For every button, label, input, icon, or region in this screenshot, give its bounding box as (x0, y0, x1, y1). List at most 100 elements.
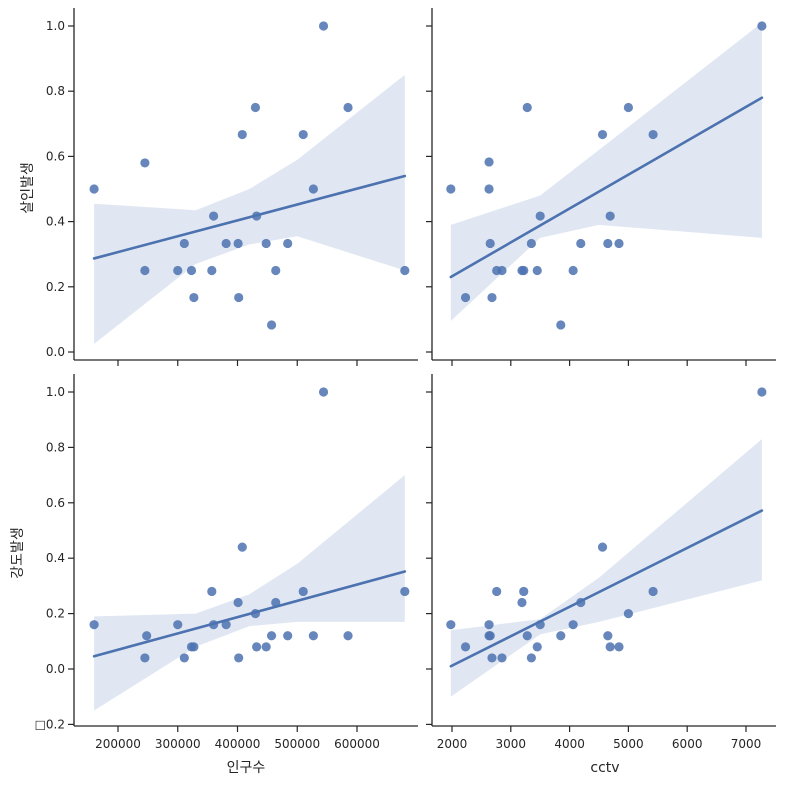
scatter-point (400, 265, 410, 276)
scatter-point (556, 320, 566, 330)
x-tick-label: 5000 (613, 737, 644, 751)
y-axis-title-bottom: 강도발생 (10, 527, 26, 579)
scatter-point (605, 211, 615, 221)
x-tick-label: 2000 (437, 737, 468, 751)
scatter-point (446, 184, 456, 194)
x-axis-title-right: cctv (590, 760, 619, 776)
scatter-point (207, 265, 217, 276)
scatter-point (261, 642, 271, 652)
scatter-point (484, 184, 494, 194)
scatter-point (519, 586, 529, 597)
y-tick-label: 1.0 (46, 385, 65, 399)
scatter-point (266, 631, 277, 641)
x-tick-label: 7000 (731, 737, 762, 751)
scatter-point (237, 129, 247, 140)
scatter-point (283, 631, 293, 641)
scatter-point (308, 184, 318, 194)
scatter-point (400, 586, 410, 597)
y-tick-label: 0.0 (46, 345, 65, 359)
scatter-point (221, 620, 231, 630)
x-tick-label: 600000 (334, 737, 380, 751)
scatter-point (757, 387, 767, 397)
y-tick-label: 0.4 (46, 215, 65, 229)
scatter-point (283, 238, 293, 249)
scatter-point (484, 157, 494, 167)
scatter-point (237, 542, 247, 552)
x-tick-label: 3000 (496, 737, 527, 751)
scatter-point (252, 211, 262, 221)
scatter-point (576, 238, 586, 249)
regression-line (92, 570, 407, 658)
scatter-point (89, 620, 99, 630)
scatter-point (234, 653, 244, 663)
x-axis-title-left: 인구수 (227, 760, 266, 776)
x-tick-label: 400000 (215, 737, 261, 751)
y-axis-title-top: 살인발생 (20, 162, 36, 214)
y-tick-label: □0.2 (35, 717, 65, 731)
y-tick-label: 0.2 (46, 280, 65, 294)
x-tick-label: 200000 (95, 737, 141, 751)
scatter-point (487, 653, 497, 663)
scatter-points (89, 21, 767, 663)
regression-line (449, 509, 764, 668)
scatter-point (603, 238, 613, 249)
scatter-point (532, 265, 542, 276)
scatter-point (250, 102, 261, 113)
scatter-point (522, 102, 532, 113)
scatter-point (209, 620, 219, 630)
y-tick-label: 0.6 (46, 149, 65, 163)
scatter-point (568, 620, 578, 630)
scatter-point (597, 129, 608, 140)
scatter-point (492, 586, 502, 597)
scatter-point (233, 597, 243, 608)
scatter-point (318, 21, 329, 31)
scatter-point (556, 631, 566, 641)
scatter-point (343, 631, 353, 641)
confidence-band (94, 74, 405, 344)
scatter-point (568, 265, 578, 276)
scatter-point (497, 265, 507, 276)
scatter-point (648, 586, 658, 597)
scatter-point (522, 631, 532, 641)
axes: 0.0 0.2 0.4 0.6 0.8 1.0 □0.2 0.0 0.2 0.4 0.6 0.8 1.0… (35, 8, 776, 751)
scatter-point (189, 642, 199, 652)
regression-line (92, 174, 407, 260)
scatter-point (179, 653, 189, 663)
scatter-point (186, 265, 197, 276)
scatter-point (648, 129, 658, 140)
scatter-point (535, 620, 545, 630)
scatter-point (446, 620, 456, 630)
x-tick-label: 6000 (672, 737, 703, 751)
y-tick-label: 0.8 (46, 84, 65, 98)
regression-lines (92, 96, 764, 668)
scatter-point (209, 211, 219, 221)
scatter-point (140, 265, 150, 276)
y-tick-label: 0.0 (46, 662, 65, 676)
scatter-point (189, 292, 199, 303)
scatter-point (252, 642, 262, 652)
scatter-point (519, 265, 529, 276)
scatter-point (140, 158, 150, 168)
scatter-point (497, 653, 507, 663)
scatter-point (532, 642, 542, 652)
scatter-point (234, 292, 244, 303)
scatter-point (597, 542, 608, 552)
scatter-point (460, 642, 471, 652)
x-tick-label: 500000 (274, 737, 320, 751)
scatter-point (298, 129, 308, 140)
y-tick-label: 1.0 (46, 19, 65, 33)
scatter-point (318, 387, 329, 397)
scatter-point (173, 620, 183, 630)
scatter-point (221, 238, 231, 249)
scatter-point (526, 653, 536, 663)
scatter-point (623, 102, 634, 113)
scatter-point (576, 597, 586, 608)
scatter-point (614, 642, 624, 652)
y-tick-label: 0.8 (46, 440, 65, 454)
y-tick-label: 0.2 (46, 607, 65, 621)
confidence-bands (94, 22, 762, 711)
confidence-band (94, 475, 405, 711)
scatter-point (485, 631, 495, 641)
scatter-point (266, 320, 277, 330)
